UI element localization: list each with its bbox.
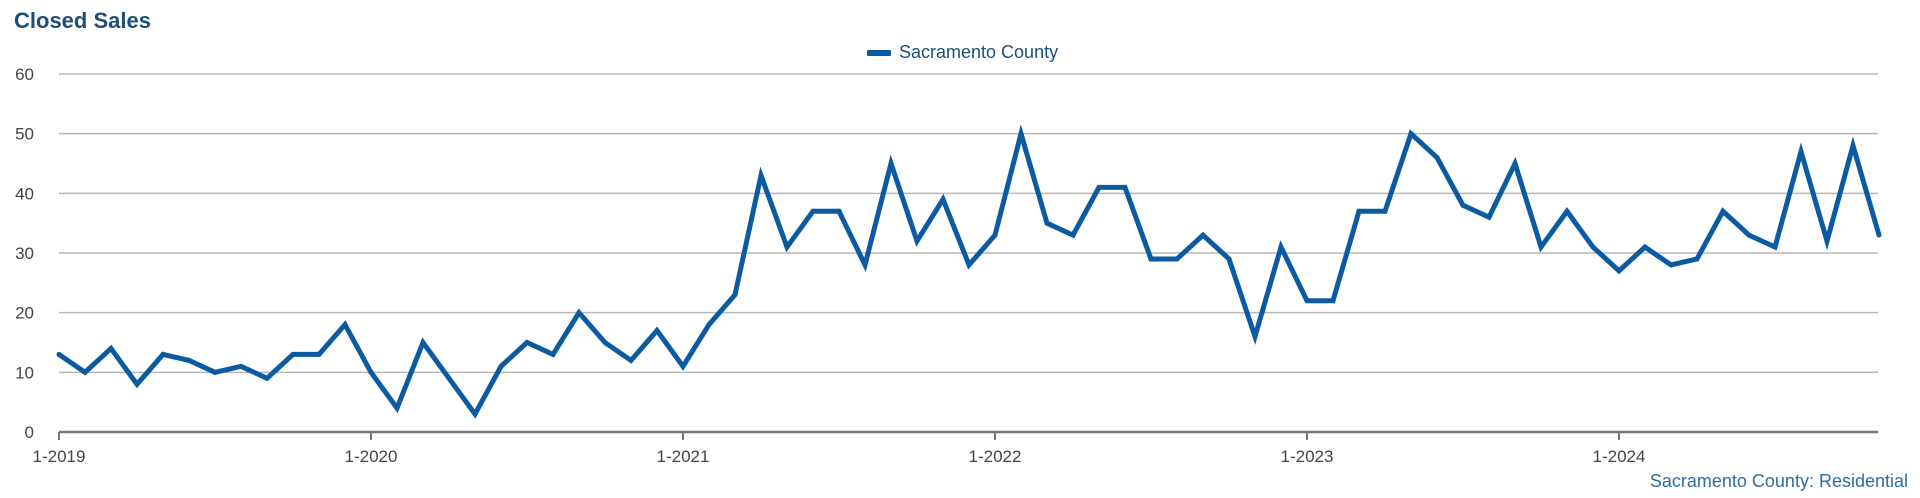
data-point bbox=[56, 351, 62, 357]
legend-label: Sacramento County bbox=[899, 42, 1059, 62]
data-point bbox=[1538, 244, 1544, 250]
x-tick-label: 1-2023 bbox=[1281, 447, 1334, 466]
chart-footer: Sacramento County: Residential bbox=[1649, 471, 1908, 491]
data-point bbox=[732, 292, 738, 298]
data-point bbox=[1122, 184, 1128, 190]
data-point bbox=[1174, 256, 1180, 262]
data-point bbox=[264, 375, 270, 381]
data-point bbox=[368, 369, 374, 375]
data-point bbox=[498, 363, 504, 369]
y-tick-label: 30 bbox=[15, 244, 34, 263]
data-point bbox=[810, 208, 816, 214]
data-point bbox=[1148, 256, 1154, 262]
data-point bbox=[1616, 268, 1622, 274]
x-tick-label: 1-2020 bbox=[345, 447, 398, 466]
y-tick-label: 10 bbox=[15, 363, 34, 382]
data-point bbox=[1070, 232, 1076, 238]
data-point bbox=[680, 363, 686, 369]
data-point bbox=[342, 322, 348, 328]
data-point bbox=[472, 411, 478, 417]
data-point bbox=[1408, 131, 1414, 137]
y-axis: 0 10 20 30 40 50 60 bbox=[15, 65, 34, 442]
data-point bbox=[1720, 208, 1726, 214]
data-point bbox=[758, 172, 764, 178]
data-point bbox=[108, 345, 114, 351]
data-point bbox=[966, 262, 972, 268]
data-point bbox=[1330, 298, 1336, 304]
data-point bbox=[1304, 298, 1310, 304]
data-point bbox=[1590, 244, 1596, 250]
data-point bbox=[706, 322, 712, 328]
data-point bbox=[186, 357, 192, 363]
data-point bbox=[1798, 149, 1804, 155]
data-point bbox=[1200, 232, 1206, 238]
y-tick-label: 0 bbox=[25, 423, 34, 442]
data-point bbox=[134, 381, 140, 387]
data-point bbox=[238, 363, 244, 369]
data-point bbox=[1044, 220, 1050, 226]
chart-title: Closed Sales bbox=[14, 8, 151, 33]
data-point bbox=[1018, 131, 1024, 137]
data-point bbox=[940, 196, 946, 202]
data-point bbox=[1850, 143, 1856, 149]
data-point bbox=[1876, 232, 1882, 238]
x-axis: 1-2019 1-2020 1-2021 1-2022 1-2023 1-2024 bbox=[33, 430, 1878, 466]
x-tick-label: 1-2021 bbox=[657, 447, 710, 466]
data-point bbox=[1226, 256, 1232, 262]
data-point bbox=[290, 351, 296, 357]
data-point bbox=[1382, 208, 1388, 214]
x-tick-label: 1-2019 bbox=[33, 447, 86, 466]
data-point bbox=[550, 351, 556, 357]
data-point bbox=[82, 369, 88, 375]
data-point bbox=[1278, 244, 1284, 250]
data-point bbox=[420, 340, 426, 345]
data-point bbox=[836, 208, 842, 214]
data-point bbox=[888, 161, 894, 166]
data-point bbox=[602, 340, 608, 345]
data-point bbox=[1252, 334, 1258, 340]
legend: Sacramento County bbox=[867, 42, 1058, 63]
data-point bbox=[1746, 232, 1752, 238]
data-point bbox=[1642, 244, 1648, 250]
data-point bbox=[654, 328, 660, 334]
y-tick-label: 50 bbox=[15, 125, 34, 144]
data-point bbox=[524, 340, 530, 345]
data-point bbox=[1512, 161, 1518, 166]
y-tick-label: 20 bbox=[15, 304, 34, 323]
data-point bbox=[1564, 208, 1570, 214]
data-point bbox=[862, 262, 868, 268]
x-tick-label: 1-2022 bbox=[969, 447, 1022, 466]
x-tick-label: 1-2024 bbox=[1593, 447, 1646, 466]
data-point bbox=[1460, 202, 1466, 208]
data-point bbox=[1668, 262, 1674, 268]
data-point bbox=[1356, 208, 1362, 214]
data-point bbox=[914, 238, 920, 244]
data-point bbox=[316, 351, 322, 357]
data-point bbox=[1096, 184, 1102, 190]
data-point bbox=[1694, 256, 1700, 262]
data-point bbox=[1486, 214, 1492, 220]
gridlines bbox=[59, 73, 1878, 374]
data-point bbox=[446, 375, 452, 381]
y-tick-label: 40 bbox=[15, 184, 34, 203]
data-point bbox=[992, 232, 998, 238]
y-tick-label: 60 bbox=[15, 65, 34, 84]
legend-swatch bbox=[867, 49, 891, 56]
data-point bbox=[394, 405, 400, 411]
data-point bbox=[1824, 238, 1830, 244]
data-point bbox=[1772, 244, 1778, 250]
data-point bbox=[160, 351, 166, 357]
data-point bbox=[628, 357, 634, 363]
data-point bbox=[1434, 155, 1440, 161]
data-point bbox=[784, 244, 790, 250]
data-point bbox=[576, 310, 582, 316]
data-point bbox=[212, 369, 218, 375]
series-layer bbox=[56, 124, 1882, 419]
